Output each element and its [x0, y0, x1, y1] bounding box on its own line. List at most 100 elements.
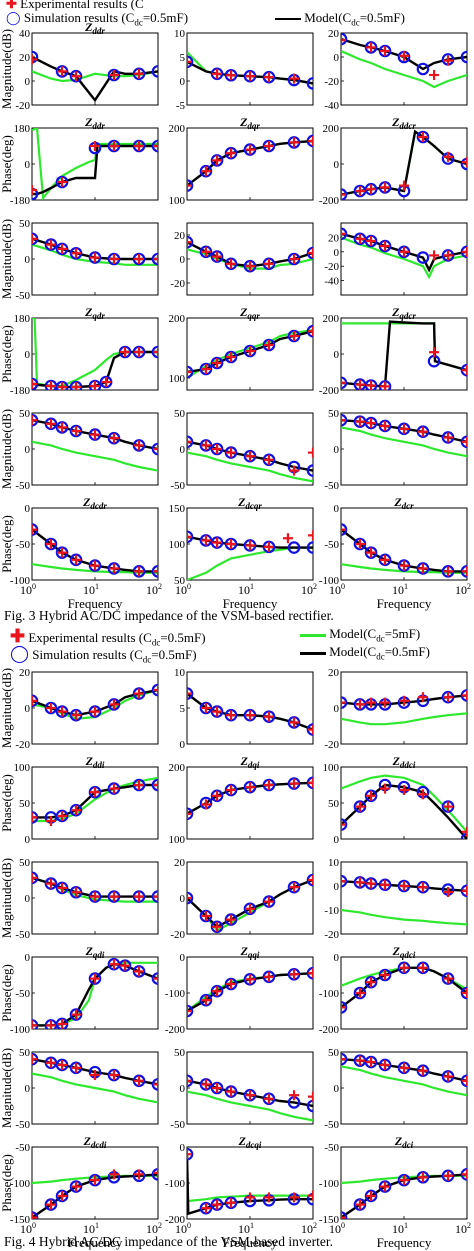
exp-point: [308, 447, 313, 458]
sim-point: [199, 439, 213, 452]
y-tick-label: 0: [334, 952, 340, 964]
y-tick-label: 0: [180, 1083, 186, 1095]
y-tick-label: -100: [10, 575, 31, 587]
panel-fig3-r3c2: 200 0 -200 Zqdcr: [319, 305, 468, 397]
exp-point: [90, 381, 100, 390]
sim-point: [416, 562, 430, 575]
exp-point: [108, 254, 119, 264]
plot-area: [32, 413, 158, 472]
sim-point: [378, 380, 392, 390]
y-tick-label: 10: [174, 28, 186, 40]
panel-fig3-r0c0: 40 20 0 -20 Zddr Magnitude(dB): [0, 20, 159, 112]
exp-point: [45, 878, 56, 889]
panel-fig3-r1c1: 200 100 Zdqr: [169, 115, 314, 207]
y-tick-label: 0: [25, 159, 31, 171]
y-tick-label: 0: [180, 952, 186, 964]
sim-point: [364, 379, 378, 390]
y-tick-label: 0: [25, 349, 31, 361]
exp-point: [120, 960, 131, 971]
sim-point: [199, 1201, 213, 1215]
exp-point: [134, 440, 145, 451]
sim-point: [199, 993, 213, 1007]
panel-fig3-r0c2: 20 0 -20 -40: [324, 28, 468, 112]
y-tick-label: -10: [324, 905, 339, 917]
plot-area: [187, 687, 313, 736]
x-tick-label: 100: [329, 1221, 345, 1236]
exp-point: [134, 780, 145, 790]
y-tick-label: 100: [169, 834, 186, 846]
sim-point: [210, 789, 224, 803]
exp-point: [354, 1055, 365, 1066]
sim-point: [287, 967, 301, 981]
sim-point: [262, 970, 276, 984]
sim-point: [88, 972, 102, 985]
exp-point: [417, 882, 428, 893]
sim-point: [460, 1168, 467, 1181]
exp-point: [226, 1197, 237, 1208]
exp-point: [200, 1079, 211, 1090]
y-axis-label: Phase(deg): [0, 964, 14, 1022]
sim-point: [364, 182, 378, 196]
exp-point: [417, 563, 428, 574]
exp-point: [366, 418, 377, 429]
exp-point: [200, 364, 211, 374]
panel-fig4-r4c2: 50 0 -50: [324, 1047, 468, 1131]
exp-point: [245, 261, 255, 272]
exp-point: [380, 554, 391, 565]
sim-point: [306, 873, 313, 887]
series-model-black: [187, 1154, 313, 1216]
exp-point: [212, 1083, 223, 1093]
y-tick-label: -200: [319, 1024, 340, 1036]
plot-frame: [186, 861, 314, 935]
y-tick-label: 0: [25, 1083, 31, 1095]
y-tick-label: 50: [19, 798, 31, 810]
y-tick-label: -150: [319, 1214, 340, 1226]
sim-point: [287, 252, 301, 266]
sim-point: [341, 188, 348, 200]
sim-point: [151, 972, 158, 985]
y-tick-label: -200: [165, 1214, 186, 1226]
sim-point: [243, 1088, 257, 1102]
sim-point: [132, 778, 146, 792]
sim-point: [55, 380, 69, 390]
exp-point: [212, 537, 223, 548]
y-tick-label: 50: [328, 798, 340, 810]
y-tick-label: 10: [328, 857, 340, 869]
y-tick-label: 180: [14, 123, 31, 135]
sim-point: [210, 1198, 224, 1211]
y-tick-label: 20: [174, 857, 186, 869]
series-model-green: [341, 712, 467, 726]
plot-area: [187, 873, 313, 934]
sim-point: [397, 245, 411, 259]
exp-point: [380, 381, 391, 390]
plot-frame: [186, 956, 314, 1030]
sim-point: [378, 44, 392, 58]
exp-point: [212, 790, 223, 801]
sim-point: [224, 68, 238, 82]
y-tick-label: -50: [170, 480, 185, 492]
exp-point: [443, 1071, 454, 1082]
exp-point: [45, 381, 56, 390]
exp-point: [187, 531, 192, 542]
sim-point: [378, 878, 392, 892]
exp-point: [366, 878, 377, 889]
exp-point: [417, 132, 428, 142]
exp-point: [245, 903, 255, 914]
sim-point: [460, 1074, 467, 1088]
exp-point: [308, 135, 313, 146]
y-axis-label: Phase(deg): [0, 135, 14, 193]
sim-point: [378, 419, 392, 433]
sim-point: [364, 41, 378, 54]
x-tick-label: 102: [455, 1221, 471, 1236]
exp-point: [200, 911, 211, 921]
sim-point: [69, 246, 83, 260]
exp-point: [399, 246, 409, 257]
sim-point: [69, 1008, 83, 1021]
exp-point: [341, 1002, 346, 1013]
y-tick-label: 0: [334, 349, 340, 361]
y-tick-label: 0: [180, 1142, 186, 1154]
exp-point: [212, 706, 223, 717]
exp-point: [101, 377, 112, 387]
sim-point: [107, 68, 121, 82]
